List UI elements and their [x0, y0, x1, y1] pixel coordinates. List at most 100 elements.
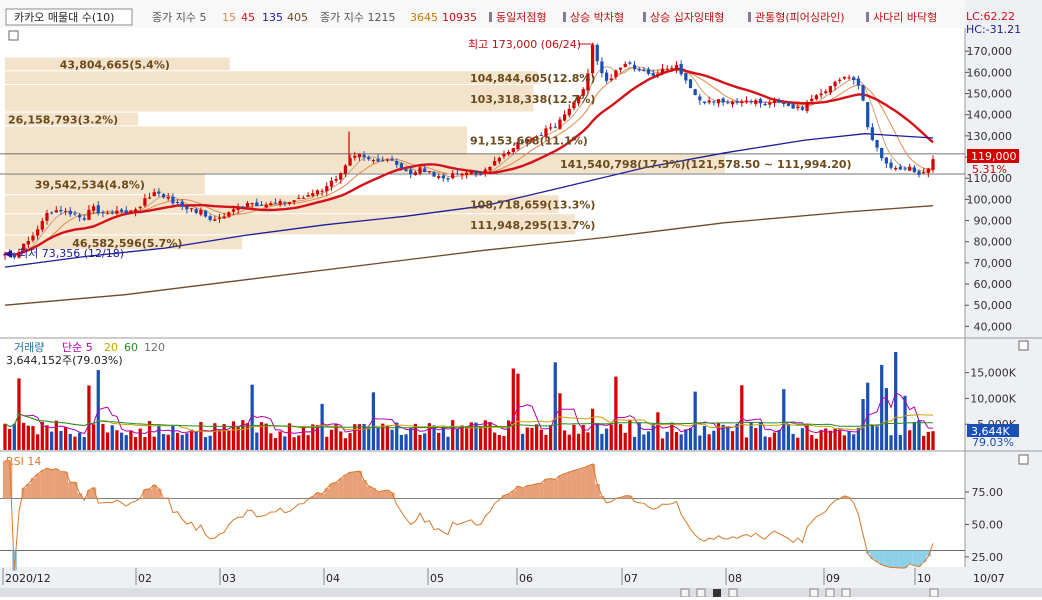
- hc-label: HC:-31.21: [966, 23, 1021, 36]
- rsi-panel-toggle-icon[interactable]: [1019, 455, 1028, 464]
- volume-bar: [31, 426, 34, 450]
- volume-bar: [847, 431, 850, 450]
- candle-body: [13, 254, 16, 257]
- candle-body: [614, 71, 617, 78]
- volume-bar: [293, 437, 296, 450]
- scroll-left-button[interactable]: [681, 589, 689, 597]
- candle-body: [731, 101, 734, 104]
- candle-body: [227, 212, 230, 216]
- candle-body: [69, 211, 72, 215]
- price-axis-label: 50,000: [974, 299, 1013, 312]
- volume-bar: [596, 424, 599, 450]
- volume-axis-label: 10,000K: [970, 392, 1016, 405]
- candle-body: [409, 169, 412, 174]
- candle-body: [931, 159, 934, 170]
- rsi-overbought-fill: [3, 461, 8, 499]
- volume-profile-band: [5, 126, 467, 154]
- ma-b-3645: 3645: [410, 11, 438, 24]
- volume-bar: [69, 434, 72, 450]
- candle-body: [647, 69, 650, 74]
- volume-bar: [698, 435, 701, 450]
- rsi-axis-label: 75.00: [972, 486, 1004, 499]
- scroll-right-button[interactable]: [930, 589, 938, 597]
- rsi-overbought-fill: [329, 484, 334, 499]
- candle-body: [330, 181, 333, 187]
- volume-bar: [773, 432, 776, 450]
- zoom-out-button[interactable]: [810, 589, 818, 597]
- volume-bar: [288, 423, 291, 450]
- candle-body: [736, 101, 739, 102]
- candle-body: [386, 160, 389, 161]
- volume-bar: [223, 424, 226, 450]
- candle-body: [745, 101, 748, 103]
- candle-body: [479, 174, 482, 175]
- rsi-oversold-fill: [898, 550, 903, 568]
- scroll-prev-button[interactable]: [697, 589, 705, 597]
- volume-bar: [791, 434, 794, 450]
- bottom-scrollbar[interactable]: [0, 588, 1042, 597]
- volume-bar: [703, 426, 706, 450]
- candle-body: [148, 197, 151, 198]
- candle-body: [470, 172, 473, 174]
- chart-settings-icon[interactable]: [9, 31, 18, 40]
- volume-bar: [106, 432, 109, 450]
- volume-bar: [666, 432, 669, 450]
- volume-bar: [344, 438, 347, 450]
- volume-bar: [451, 420, 454, 450]
- volume-bar: [311, 424, 314, 450]
- candle-body: [83, 218, 86, 219]
- candle-body: [134, 209, 137, 212]
- candle-body: [199, 210, 202, 214]
- candle-body: [306, 195, 309, 197]
- volume-bar: [498, 435, 501, 450]
- candle-body: [763, 104, 766, 105]
- zoom-in-button[interactable]: [826, 589, 834, 597]
- candle-body: [302, 198, 305, 199]
- ma-a-15: 15: [222, 11, 236, 24]
- volume-bar: [227, 431, 230, 450]
- x-axis-label: 2020/12: [5, 572, 51, 585]
- rsi-overbought-fill: [539, 483, 544, 499]
- candle-body: [847, 77, 850, 78]
- volume-bar: [829, 431, 832, 450]
- candle-body: [437, 176, 440, 178]
- volume-bar: [181, 435, 184, 450]
- scroll-next-button[interactable]: [729, 589, 737, 597]
- volume-bar: [423, 433, 426, 450]
- volume-bar: [418, 435, 421, 450]
- candle-body: [316, 190, 319, 194]
- candle-body: [269, 203, 272, 205]
- volume-profile-label: 108,718,659(13.3%): [470, 199, 595, 212]
- candle-body: [838, 80, 841, 81]
- candle-body: [246, 203, 249, 207]
- candle-body: [722, 98, 725, 102]
- volume-bar: [633, 437, 636, 450]
- volume-bar: [642, 434, 645, 450]
- volume-bar: [297, 435, 300, 450]
- volume-panel-toggle-icon[interactable]: [1019, 341, 1028, 350]
- volume-bar: [87, 386, 90, 450]
- rsi-oversold-fill: [903, 550, 908, 568]
- candle-body: [265, 205, 268, 207]
- volume-bar: [931, 431, 934, 450]
- volume-bar: [619, 424, 622, 450]
- candle-body: [670, 68, 673, 69]
- candle-body: [167, 197, 170, 199]
- volume-ma-120: 120: [144, 341, 165, 354]
- candle-body: [484, 170, 487, 173]
- volume-bar: [605, 429, 608, 450]
- volume-bar: [652, 424, 655, 450]
- volume-bar: [754, 428, 757, 450]
- volume-bar: [680, 434, 683, 450]
- scroll-stop-button[interactable]: [713, 589, 721, 597]
- zoom-reset-button[interactable]: [842, 589, 850, 597]
- volume-axis-label: 15,000K: [970, 367, 1016, 380]
- candle-body: [689, 79, 692, 88]
- volume-bar: [456, 429, 459, 450]
- candle-body: [171, 197, 174, 204]
- candle-body: [143, 198, 146, 205]
- volume-bar: [185, 433, 188, 450]
- candle-body: [241, 207, 244, 208]
- rsi-overbought-fill: [40, 471, 45, 499]
